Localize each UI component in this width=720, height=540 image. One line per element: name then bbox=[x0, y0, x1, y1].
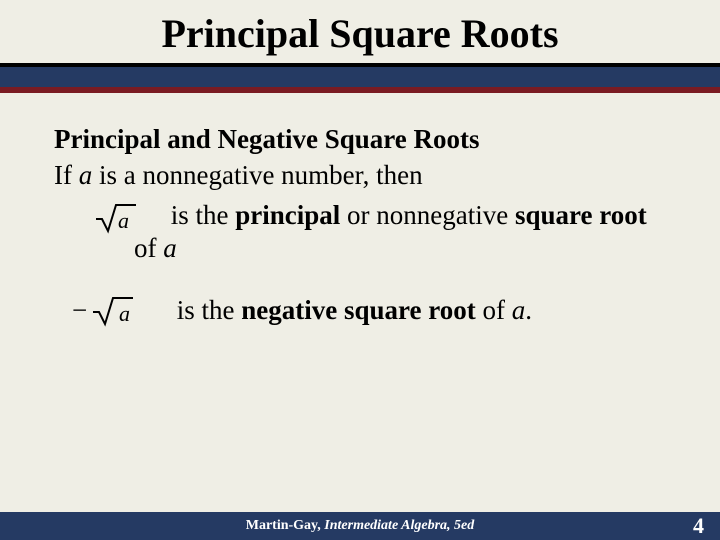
principal-root-block: a is the principal or nonnegative square… bbox=[54, 199, 666, 267]
slide-title: Principal Square Roots bbox=[0, 10, 720, 57]
def1-var-a: a bbox=[163, 233, 177, 263]
footer-book: Intermediate Algebra, 5ed bbox=[324, 518, 474, 533]
def2-period: . bbox=[525, 295, 532, 325]
divider-band bbox=[0, 63, 720, 93]
radicand-a-2: a bbox=[119, 300, 130, 328]
def1-mid: or nonnegative bbox=[340, 200, 515, 230]
def2-of: of bbox=[476, 295, 512, 325]
intro-pre: If bbox=[54, 160, 79, 190]
intro-var-a: a bbox=[79, 160, 93, 190]
content-region: Principal and Negative Square Roots If a… bbox=[0, 93, 720, 328]
intro-post: is a nonnegative number, then bbox=[92, 160, 422, 190]
sqrt-icon bbox=[94, 201, 138, 235]
negative-root-block: − a is the negative square root of a. bbox=[54, 294, 666, 328]
band-navy bbox=[0, 67, 720, 87]
page-number: 4 bbox=[693, 512, 704, 540]
radicand-a-1: a bbox=[118, 207, 129, 235]
def1-of: of bbox=[134, 233, 163, 263]
footer-author: Martin-Gay, bbox=[246, 518, 325, 533]
def1-pre: is the bbox=[171, 200, 236, 230]
subheading: Principal and Negative Square Roots bbox=[54, 123, 666, 157]
def2-pre: is the bbox=[177, 295, 242, 325]
minus-sign: − bbox=[72, 294, 87, 328]
title-region: Principal Square Roots bbox=[0, 0, 720, 57]
def2-negative-sqrt: negative square root bbox=[241, 295, 475, 325]
intro-line: If a is a nonnegative number, then bbox=[54, 159, 666, 193]
def2-var-a: a bbox=[512, 295, 526, 325]
footer-bar: Martin-Gay, Intermediate Algebra, 5ed 4 bbox=[0, 512, 720, 540]
def1-principal: principal bbox=[235, 200, 340, 230]
def1-square-root: square root bbox=[515, 200, 647, 230]
